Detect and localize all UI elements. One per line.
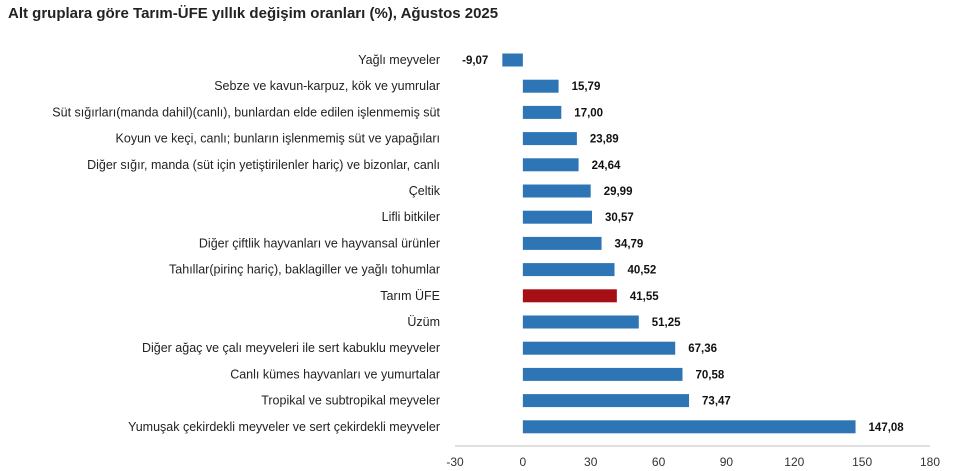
data-label: 40,52 <box>628 265 657 277</box>
category-label: Canlı kümes hayvanları ve yumurtalar <box>230 367 440 381</box>
bar <box>522 236 602 250</box>
bar <box>522 367 683 381</box>
data-label: 67,36 <box>688 343 717 355</box>
bar <box>522 158 579 172</box>
x-tick-label: -30 <box>446 455 464 469</box>
bar <box>522 184 591 198</box>
category-label: Koyun ve keçi, canlı; bunların işlenmemi… <box>116 132 440 146</box>
category-label: Tarım ÜFE <box>380 289 440 303</box>
bar <box>522 105 562 119</box>
data-label: 73,47 <box>702 396 731 408</box>
bar <box>522 420 856 434</box>
bar <box>522 315 639 329</box>
x-tick-label: 0 <box>520 455 527 469</box>
data-label: 30,57 <box>605 212 634 224</box>
bar <box>502 53 523 67</box>
x-tick-label: 60 <box>652 455 666 469</box>
category-label: Tahıllar(pirinç hariç), baklagiller ve y… <box>169 263 440 277</box>
x-tick-label: 90 <box>720 455 734 469</box>
data-label: 34,79 <box>615 238 644 250</box>
bar <box>522 132 577 146</box>
data-label: 41,55 <box>630 291 659 303</box>
data-label: 15,79 <box>572 81 601 93</box>
data-label: 17,00 <box>574 107 603 119</box>
category-label: Yağlı meyveler <box>358 53 440 67</box>
x-tick-label: 30 <box>584 455 598 469</box>
category-label: Diğer ağaç ve çalı meyveleri ile sert ka… <box>142 341 440 355</box>
bar <box>522 263 615 277</box>
x-tick-label: 120 <box>784 455 804 469</box>
category-label: Süt sığırları(manda dahil)(canlı), bunla… <box>52 105 440 119</box>
x-tick-label: 150 <box>852 455 872 469</box>
bar-highlight <box>522 289 617 303</box>
data-label: 70,58 <box>696 369 725 381</box>
category-label: Diğer çiftlik hayvanları ve hayvansal ür… <box>199 236 440 250</box>
data-label: 23,89 <box>590 134 619 146</box>
data-label: 24,64 <box>592 160 621 172</box>
bar <box>522 210 593 224</box>
x-tick-label: 180 <box>920 455 940 469</box>
category-label: Lifli bitkiler <box>382 210 440 224</box>
bar <box>522 394 690 408</box>
category-label: Çeltik <box>409 184 441 198</box>
bar <box>522 79 559 93</box>
category-label: Yumuşak çekirdekli meyveler ve sert çeki… <box>128 420 440 434</box>
category-label: Sebze ve kavun-karpuz, kök ve yumrular <box>214 79 440 93</box>
category-label: Diğer sığır, manda (süt için yetiştirile… <box>87 158 440 172</box>
data-label: -9,07 <box>462 55 488 67</box>
data-label: 51,25 <box>652 317 681 329</box>
data-label: 29,99 <box>604 186 633 198</box>
category-label: Üzüm <box>407 315 440 329</box>
chart-title: Alt gruplara göre Tarım-ÜFE yıllık değiş… <box>8 5 499 22</box>
data-label: 147,08 <box>869 422 905 434</box>
bar <box>522 341 676 355</box>
category-label: Tropikal ve subtropikal meyveler <box>261 394 440 408</box>
